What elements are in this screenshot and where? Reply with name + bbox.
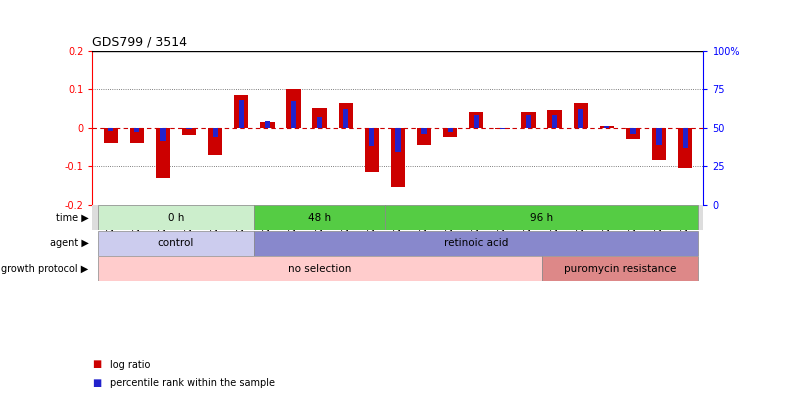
Bar [573, 102, 587, 128]
Text: GSM25979: GSM25979 [132, 205, 141, 247]
Text: GSM26011: GSM26011 [288, 205, 298, 247]
Text: GSM26008: GSM26008 [210, 205, 219, 247]
Bar [134, 128, 139, 132]
Bar [212, 128, 218, 137]
Bar [599, 126, 613, 128]
Bar [677, 128, 691, 168]
Bar [97, 256, 541, 281]
Bar [421, 128, 426, 134]
Bar [495, 128, 509, 130]
Bar [547, 110, 561, 128]
Text: GSM26017: GSM26017 [445, 205, 454, 247]
Bar [254, 231, 698, 256]
Text: GSM26006: GSM26006 [158, 205, 167, 247]
Bar [343, 109, 348, 128]
Bar [625, 128, 639, 139]
Text: GSM26007: GSM26007 [185, 205, 194, 247]
Bar [395, 128, 400, 152]
Bar [312, 108, 326, 128]
Bar [238, 100, 243, 128]
Bar [234, 95, 248, 128]
Bar [651, 128, 666, 160]
Bar [385, 205, 698, 230]
Bar [260, 122, 275, 128]
Text: GSM26012: GSM26012 [315, 205, 324, 247]
Text: GSM26021: GSM26021 [549, 205, 558, 247]
Text: GSM26016: GSM26016 [419, 205, 428, 247]
Bar [186, 128, 191, 129]
Bar [97, 205, 254, 230]
Bar [442, 128, 457, 137]
Text: GSM26025: GSM26025 [654, 205, 662, 247]
Bar [541, 256, 698, 281]
Text: retinoic acid: retinoic acid [443, 238, 507, 248]
Bar [129, 128, 144, 143]
Text: GSM26010: GSM26010 [263, 205, 271, 247]
Bar [338, 102, 353, 128]
Text: puromycin resistance: puromycin resistance [563, 264, 675, 274]
Bar [469, 112, 483, 128]
Text: GSM26013: GSM26013 [340, 205, 350, 247]
Text: GSM26023: GSM26023 [601, 205, 610, 247]
Text: GSM26022: GSM26022 [576, 205, 585, 247]
Text: ■: ■ [92, 378, 102, 388]
Bar [97, 231, 254, 256]
Bar [525, 115, 531, 128]
Bar [552, 115, 556, 128]
Bar [181, 128, 196, 135]
Bar [160, 128, 165, 141]
Text: 48 h: 48 h [308, 213, 331, 223]
Text: no selection: no selection [287, 264, 351, 274]
Text: log ratio: log ratio [110, 360, 150, 369]
Bar [369, 128, 374, 146]
Bar [682, 128, 687, 147]
Bar [208, 128, 222, 154]
Text: GSM26014: GSM26014 [367, 205, 376, 247]
Text: percentile rank within the sample: percentile rank within the sample [110, 378, 275, 388]
Text: GSM26020: GSM26020 [524, 205, 532, 247]
Bar [447, 128, 452, 132]
Text: GSM26024: GSM26024 [628, 205, 637, 247]
Text: GSM26026: GSM26026 [680, 205, 689, 247]
Bar [520, 112, 535, 128]
Text: 96 h: 96 h [529, 213, 552, 223]
Bar [316, 117, 322, 128]
Bar [656, 128, 661, 145]
Bar [473, 115, 479, 128]
Bar [92, 205, 703, 230]
Text: GSM26019: GSM26019 [497, 205, 507, 247]
Bar [630, 128, 635, 134]
Bar [108, 128, 113, 131]
Bar [156, 128, 170, 177]
Bar [264, 122, 270, 128]
Text: GSM26018: GSM26018 [471, 205, 480, 247]
Bar [499, 128, 504, 129]
Bar [390, 128, 405, 187]
Bar [577, 109, 583, 128]
Bar [104, 128, 118, 143]
Bar [286, 89, 300, 128]
Text: growth protocol ▶: growth protocol ▶ [1, 264, 88, 274]
Bar [417, 128, 430, 145]
Text: GSM25978: GSM25978 [106, 205, 115, 247]
Text: 0 h: 0 h [168, 213, 184, 223]
Text: control: control [157, 238, 194, 248]
Bar [604, 126, 609, 128]
Text: GSM26009: GSM26009 [237, 205, 246, 247]
Text: agent ▶: agent ▶ [50, 238, 88, 248]
Text: time ▶: time ▶ [55, 213, 88, 223]
Bar [254, 205, 385, 230]
Text: ■: ■ [92, 360, 102, 369]
Text: GDS799 / 3514: GDS799 / 3514 [92, 36, 187, 49]
Bar [365, 128, 378, 172]
Text: GSM26015: GSM26015 [393, 205, 402, 247]
Bar [291, 101, 296, 128]
